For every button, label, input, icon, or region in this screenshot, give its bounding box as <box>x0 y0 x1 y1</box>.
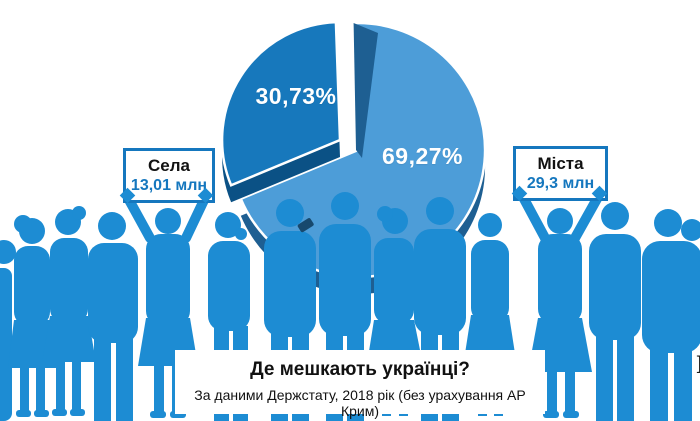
edge-letter-fragment: І <box>696 350 700 380</box>
sign-cities: Міста 29,3 млн <box>513 146 608 201</box>
pie-label-cities-percent: 69,27% <box>381 143 463 169</box>
sign-villages-title: Села <box>148 156 190 175</box>
slice-cities-inner-wall <box>353 23 378 158</box>
sign-villages: Села 13,01 млн <box>123 148 215 203</box>
person-silhouette <box>88 212 138 421</box>
sign-cities-title: Міста <box>537 154 584 173</box>
caption-title: Де мешкають українці? <box>250 359 470 380</box>
sign-cities-value: 29,3 млн <box>526 175 595 192</box>
caption-source: За даними Держстату, 2018 рік (без ураху… <box>194 387 526 419</box>
person-silhouette <box>589 202 641 421</box>
person-silhouette <box>642 209 700 421</box>
slice-villages <box>220 20 342 187</box>
caption-box: Де мешкають українці? За даними Держстат… <box>175 350 545 419</box>
person-silhouette <box>42 206 96 416</box>
person-silhouette <box>464 213 516 416</box>
person-silhouette <box>0 240 16 421</box>
sign-villages-value: 13,01 млн <box>130 177 208 194</box>
pie-label-villages-percent: 30,73% <box>255 83 337 109</box>
phone-icon <box>297 218 314 233</box>
